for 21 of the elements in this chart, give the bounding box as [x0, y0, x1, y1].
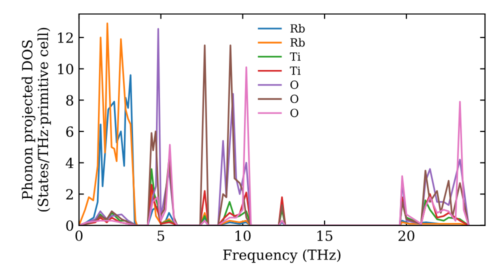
- y-axis-title: Phonon projected DOS (States/THz·primitive cell): [22, 28, 51, 212]
- legend-label: Ti: [290, 52, 301, 61]
- legend-label: Rb: [290, 24, 305, 33]
- y-tick-label: 10: [58, 64, 74, 74]
- y-tick-label: 8: [66, 95, 74, 106]
- y-tick-label: 0: [66, 220, 74, 231]
- legend-label: O: [290, 108, 298, 118]
- x-tick-label: 5: [158, 230, 164, 242]
- y-tick-label: 6: [66, 126, 74, 137]
- x-axis-title: Frequency (THz): [223, 249, 340, 263]
- x-tick-label: 10: [236, 230, 251, 242]
- x-tick-label: 0: [75, 230, 82, 242]
- y-tick-label: 4: [66, 158, 74, 168]
- legend-label: Rb: [290, 38, 305, 47]
- y-tick-label: 2: [66, 189, 73, 200]
- legend-label: O: [290, 80, 298, 89]
- x-tick-label: 20: [398, 230, 414, 242]
- y-tick-label: 12: [58, 32, 73, 43]
- x-tick-label: 15: [317, 230, 332, 242]
- legend-label: O: [290, 94, 298, 104]
- legend-label: Ti: [290, 66, 301, 75]
